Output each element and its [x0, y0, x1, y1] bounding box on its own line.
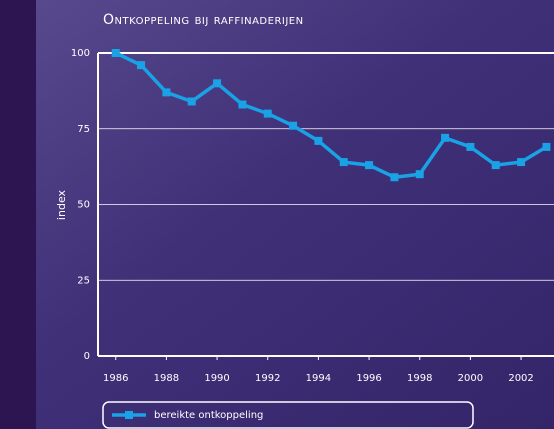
data-point	[162, 88, 171, 97]
data-point	[238, 100, 247, 109]
data-point	[111, 49, 120, 57]
legend-label: bereikte ontkoppeling	[154, 410, 263, 421]
x-tick-label: 2000	[458, 373, 483, 384]
x-tick-label: 2002	[508, 373, 533, 384]
series-line	[114, 51, 548, 179]
data-point	[263, 109, 272, 118]
x-tick-label: 1994	[306, 373, 331, 384]
data-point	[289, 121, 298, 130]
data-point	[466, 142, 475, 151]
chart-title: Ontkoppeling bij raffinaderijen	[103, 12, 304, 28]
x-tick-label: 1996	[356, 373, 381, 384]
x-tick-label: 1992	[255, 373, 280, 384]
data-point	[517, 158, 526, 167]
x-tick-label: 1990	[204, 373, 229, 384]
data-point	[390, 173, 399, 182]
data-point	[187, 97, 196, 106]
side-strip	[0, 0, 36, 429]
legend-box	[102, 401, 474, 429]
y-tick-label: 0	[84, 351, 90, 362]
y-axis-label: index	[55, 189, 68, 220]
data-point	[213, 79, 222, 88]
x-tick-label: 1998	[407, 373, 432, 384]
data-point	[137, 61, 146, 70]
x-tick-label: 1986	[103, 373, 128, 384]
y-tick-label: 25	[77, 275, 90, 286]
data-point	[441, 133, 450, 142]
y-tick-label: 50	[77, 200, 90, 211]
data-point	[365, 161, 374, 170]
data-point	[491, 161, 500, 170]
y-tick-label: 100	[71, 48, 90, 59]
data-point	[542, 142, 551, 151]
y-tick-label: 75	[77, 124, 90, 135]
data-point	[314, 136, 323, 145]
legend-marker	[125, 411, 133, 419]
data-point	[339, 158, 348, 167]
data-point	[415, 170, 424, 179]
x-tick-label: 1988	[154, 373, 179, 384]
